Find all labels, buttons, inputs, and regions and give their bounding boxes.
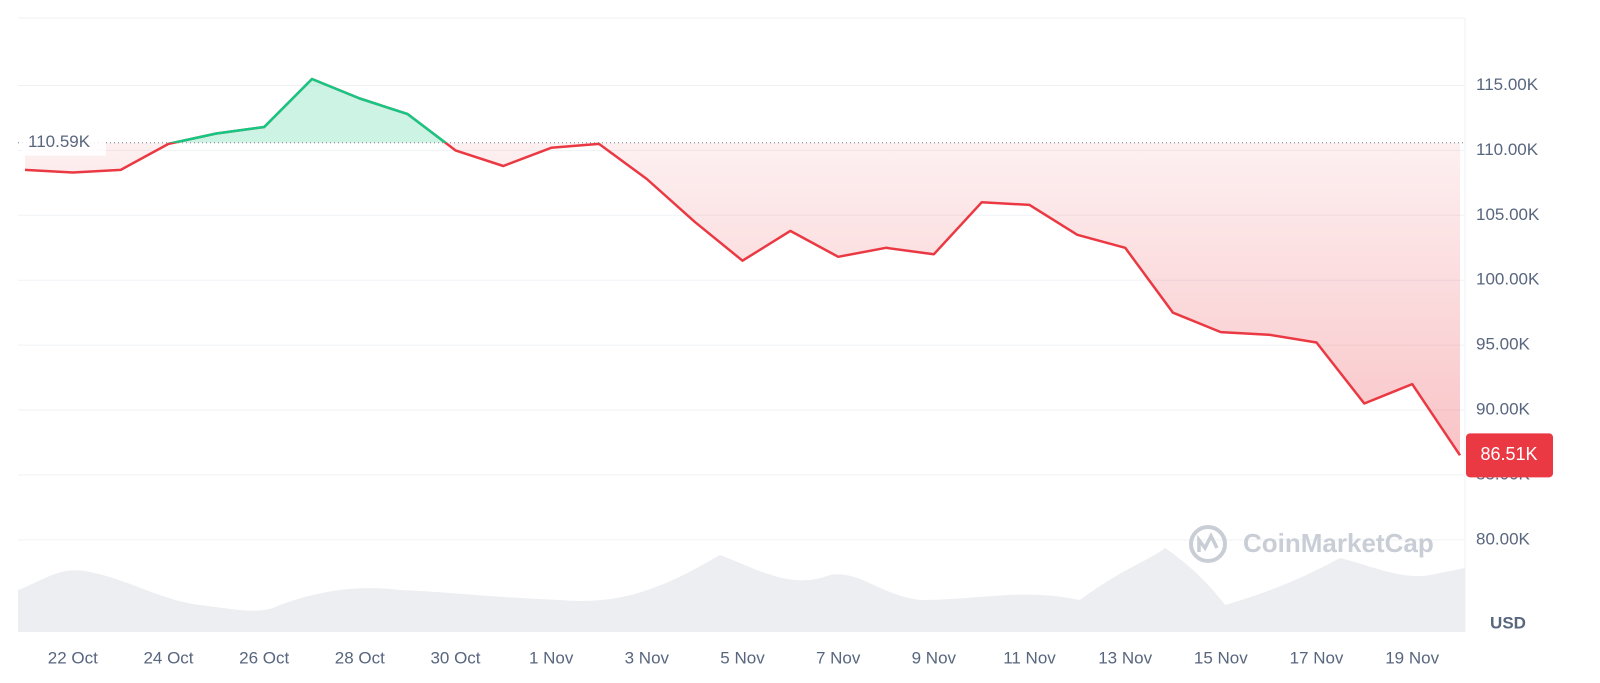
price-line-up (168, 77, 600, 143)
watermark-logo (1189, 525, 1227, 563)
y-tick-label: 95.00K (1476, 335, 1531, 354)
x-tick-label: 24 Oct (143, 648, 193, 667)
volume-area (18, 548, 1465, 632)
y-tick-label: 80.00K (1476, 529, 1531, 548)
x-tick-label: 11 Nov (1003, 648, 1056, 667)
area-up (25, 79, 1460, 143)
baseline-label: 110.59K (28, 132, 91, 151)
x-tick-label: 9 Nov (912, 648, 957, 667)
unit-label: USD (1490, 613, 1526, 632)
x-tick-label: 3 Nov (625, 648, 670, 667)
area-down (25, 142, 1460, 456)
x-tick-label: 17 Nov (1290, 648, 1344, 667)
x-tick-label: 7 Nov (816, 648, 861, 667)
y-tick-label: 115.00K (1476, 75, 1539, 94)
x-tick-label: 19 Nov (1385, 648, 1439, 667)
x-tick-label: 1 Nov (529, 648, 574, 667)
y-tick-label: 100.00K (1476, 270, 1540, 289)
x-tick-label: 22 Oct (48, 648, 98, 667)
x-tick-label: 13 Nov (1098, 648, 1152, 667)
x-tick-label: 28 Oct (335, 648, 385, 667)
x-tick-label: 15 Nov (1194, 648, 1248, 667)
x-tick-label: 5 Nov (720, 648, 765, 667)
baseline-label-bg (22, 129, 106, 156)
watermark: CoinMarketCap (1243, 528, 1434, 558)
x-tick-label: 30 Oct (430, 648, 480, 667)
current-price-label: 86.51K (1480, 444, 1537, 464)
y-tick-label: 105.00K (1476, 205, 1540, 224)
y-tick-label: 90.00K (1476, 400, 1531, 419)
current-price-tag (1466, 433, 1553, 478)
y-tick-label: 110.00K (1476, 140, 1539, 159)
x-tick-label: 26 Oct (239, 648, 289, 667)
